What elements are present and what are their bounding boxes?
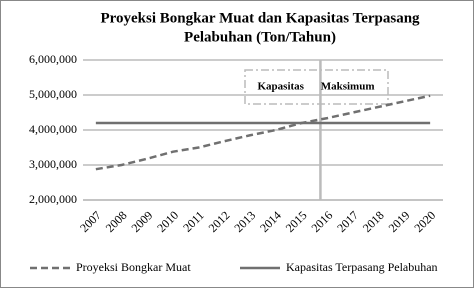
y-tick-label: 3,000,000 xyxy=(29,157,77,171)
series-line xyxy=(95,94,431,171)
legend-label: Proyeksi Bongkar Muat xyxy=(76,260,191,274)
y-tick-label: 2,000,000 xyxy=(29,192,77,206)
y-tick-label: 6,000,000 xyxy=(29,52,77,66)
annotation: Kapasitas Maksimum xyxy=(258,81,375,93)
y-tick-label: 4,000,000 xyxy=(29,122,77,136)
annotation-box xyxy=(244,69,389,105)
y-tick-label: 5,000,000 xyxy=(29,87,77,101)
chart-title: Proyeksi Bongkar Muat dan Kapasitas Terp… xyxy=(100,10,420,26)
legend-label: Kapasitas Terpasang Pelabuhan xyxy=(286,260,438,274)
chart-title: Pelabuhan (Ton/Tahun) xyxy=(184,29,336,45)
